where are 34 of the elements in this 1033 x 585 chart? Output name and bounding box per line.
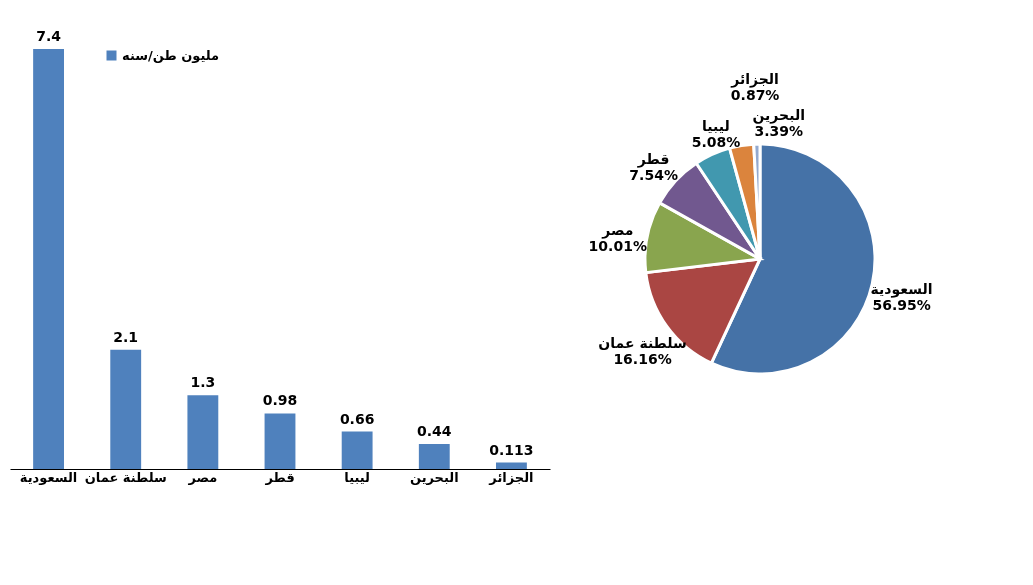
slice-label: مصر	[601, 221, 634, 239]
bar	[264, 413, 296, 469]
bar	[418, 444, 450, 469]
legend-label: مليون طن/سنه	[122, 47, 220, 63]
slice-label: قطر	[636, 151, 670, 169]
x-tick-label: الجزائر	[488, 469, 534, 485]
bar	[33, 49, 64, 469]
data-label: 1.3	[190, 374, 216, 391]
data-label: 0.87%	[730, 87, 780, 104]
x-tick-label: البحرين	[409, 469, 459, 485]
data-label: 56.95%	[872, 297, 931, 314]
slice-label: البحرين	[752, 106, 805, 124]
data-label: 0.98	[262, 392, 298, 409]
bar	[187, 395, 219, 469]
x-tick-label: ليبيا	[344, 469, 370, 485]
data-label: 2.1	[113, 328, 139, 345]
bar	[110, 349, 142, 469]
x-tick-label: السعودية	[19, 469, 78, 485]
slice-label: الجزائر	[730, 71, 779, 89]
data-label: 5.08%	[691, 134, 741, 151]
bar	[496, 462, 527, 469]
x-tick-label: مصر	[187, 469, 218, 485]
data-label: 0.44	[417, 423, 452, 440]
x-tick-label: سلطنة عمان	[84, 469, 167, 485]
slice-label: ليبيا	[702, 118, 730, 135]
x-tick-label: قطر	[264, 469, 295, 485]
bar	[341, 431, 373, 469]
data-label: 16.16%	[613, 351, 672, 368]
data-label: 0.66	[339, 410, 375, 427]
data-label: 0.113	[489, 441, 534, 458]
slice-label: سلطنة عمان	[598, 335, 687, 352]
slice-label: السعودية	[870, 281, 933, 299]
data-label: 7.54%	[629, 167, 678, 184]
data-label: 7.4	[36, 28, 62, 44]
